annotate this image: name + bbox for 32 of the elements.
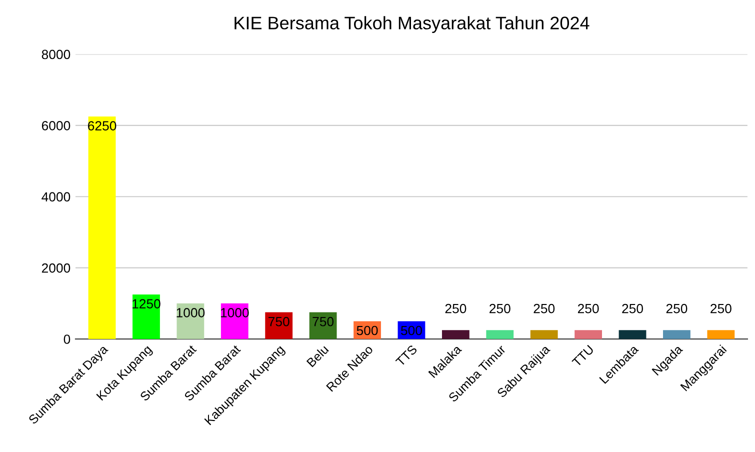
data-label: 1000 [176,308,205,318]
y-tick-label: 8000 [42,50,70,60]
bar [618,330,646,339]
y-tick-label: 2000 [42,263,70,273]
bar [265,312,293,339]
data-label: 500 [400,326,422,336]
data-label: 750 [268,316,290,326]
data-label: 750 [312,316,334,326]
bar [663,330,690,339]
bar [486,330,514,339]
data-label: 250 [534,304,555,314]
chart-title: KIE Bersama Tokoh Masyarakat Tahun 2024 [234,16,590,33]
x-tick-label: TTS [395,344,418,367]
bar [309,312,337,339]
data-label: 500 [356,326,378,336]
bar [176,303,204,339]
y-tick-label: 4000 [42,192,70,202]
bar [442,330,470,339]
y-tick-label: 6000 [42,120,70,130]
y-tick-label: 0 [64,334,70,344]
data-label: 250 [622,304,644,314]
bar [574,330,602,339]
x-tick-label: Belu [306,344,329,368]
data-label: 250 [578,304,599,314]
data-label: 250 [666,304,688,314]
bar [707,330,735,339]
x-tick-label: TTU [572,344,594,368]
data-label: 250 [490,304,510,314]
bar [88,116,116,339]
bar [530,330,558,339]
data-label: 250 [710,304,732,314]
data-label: 250 [445,304,466,314]
